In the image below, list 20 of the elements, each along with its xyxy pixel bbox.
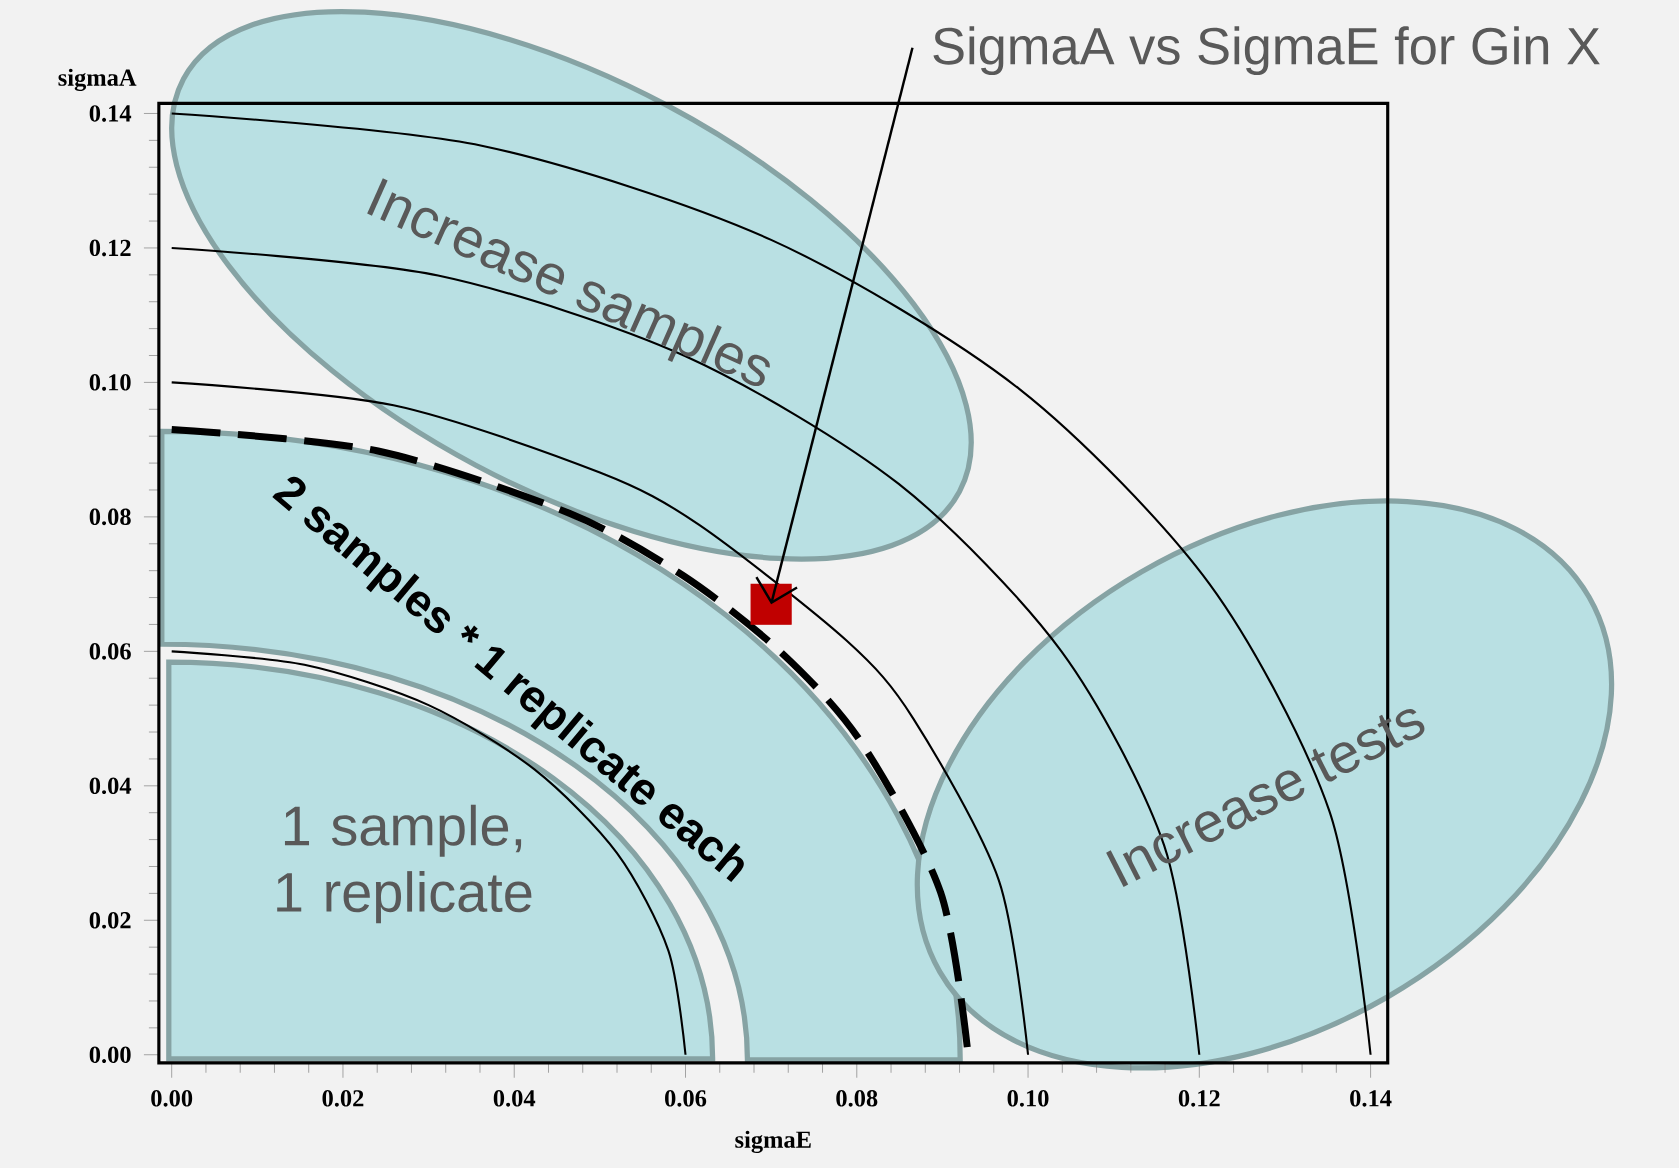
- y-tick-label: 0.10: [89, 373, 131, 391]
- x-axis-title: sigmaE: [735, 1130, 811, 1153]
- x-tick-label: 0.00: [151, 1089, 193, 1107]
- y-tick-label: 0.04: [89, 777, 132, 795]
- annotation: SigmaA vs SigmaE for Gin X: [933, 26, 1600, 75]
- y-axis-title: sigmaA: [58, 68, 137, 91]
- y-tick-label: 0.00: [89, 1046, 131, 1063]
- y-tick-label: 0.02: [89, 911, 131, 929]
- x-tick-label: 0.14: [1350, 1089, 1392, 1107]
- x-tick-label: 0.08: [836, 1089, 878, 1107]
- x-tick-label: 0.02: [322, 1089, 364, 1107]
- annotation: 1 sample, 1 replicate: [277, 804, 532, 924]
- x-tick-label: 0.06: [665, 1089, 707, 1107]
- x-tick-label: 0.04: [493, 1089, 536, 1107]
- y-tick-label: 0.08: [89, 508, 131, 526]
- x-tick-label: 0.12: [1178, 1089, 1220, 1107]
- y-tick-label: 0.14: [89, 105, 132, 122]
- y-tick-label: 0.12: [89, 239, 131, 257]
- x-tick-label: 0.10: [1007, 1089, 1049, 1107]
- y-tick-label: 0.06: [89, 642, 131, 660]
